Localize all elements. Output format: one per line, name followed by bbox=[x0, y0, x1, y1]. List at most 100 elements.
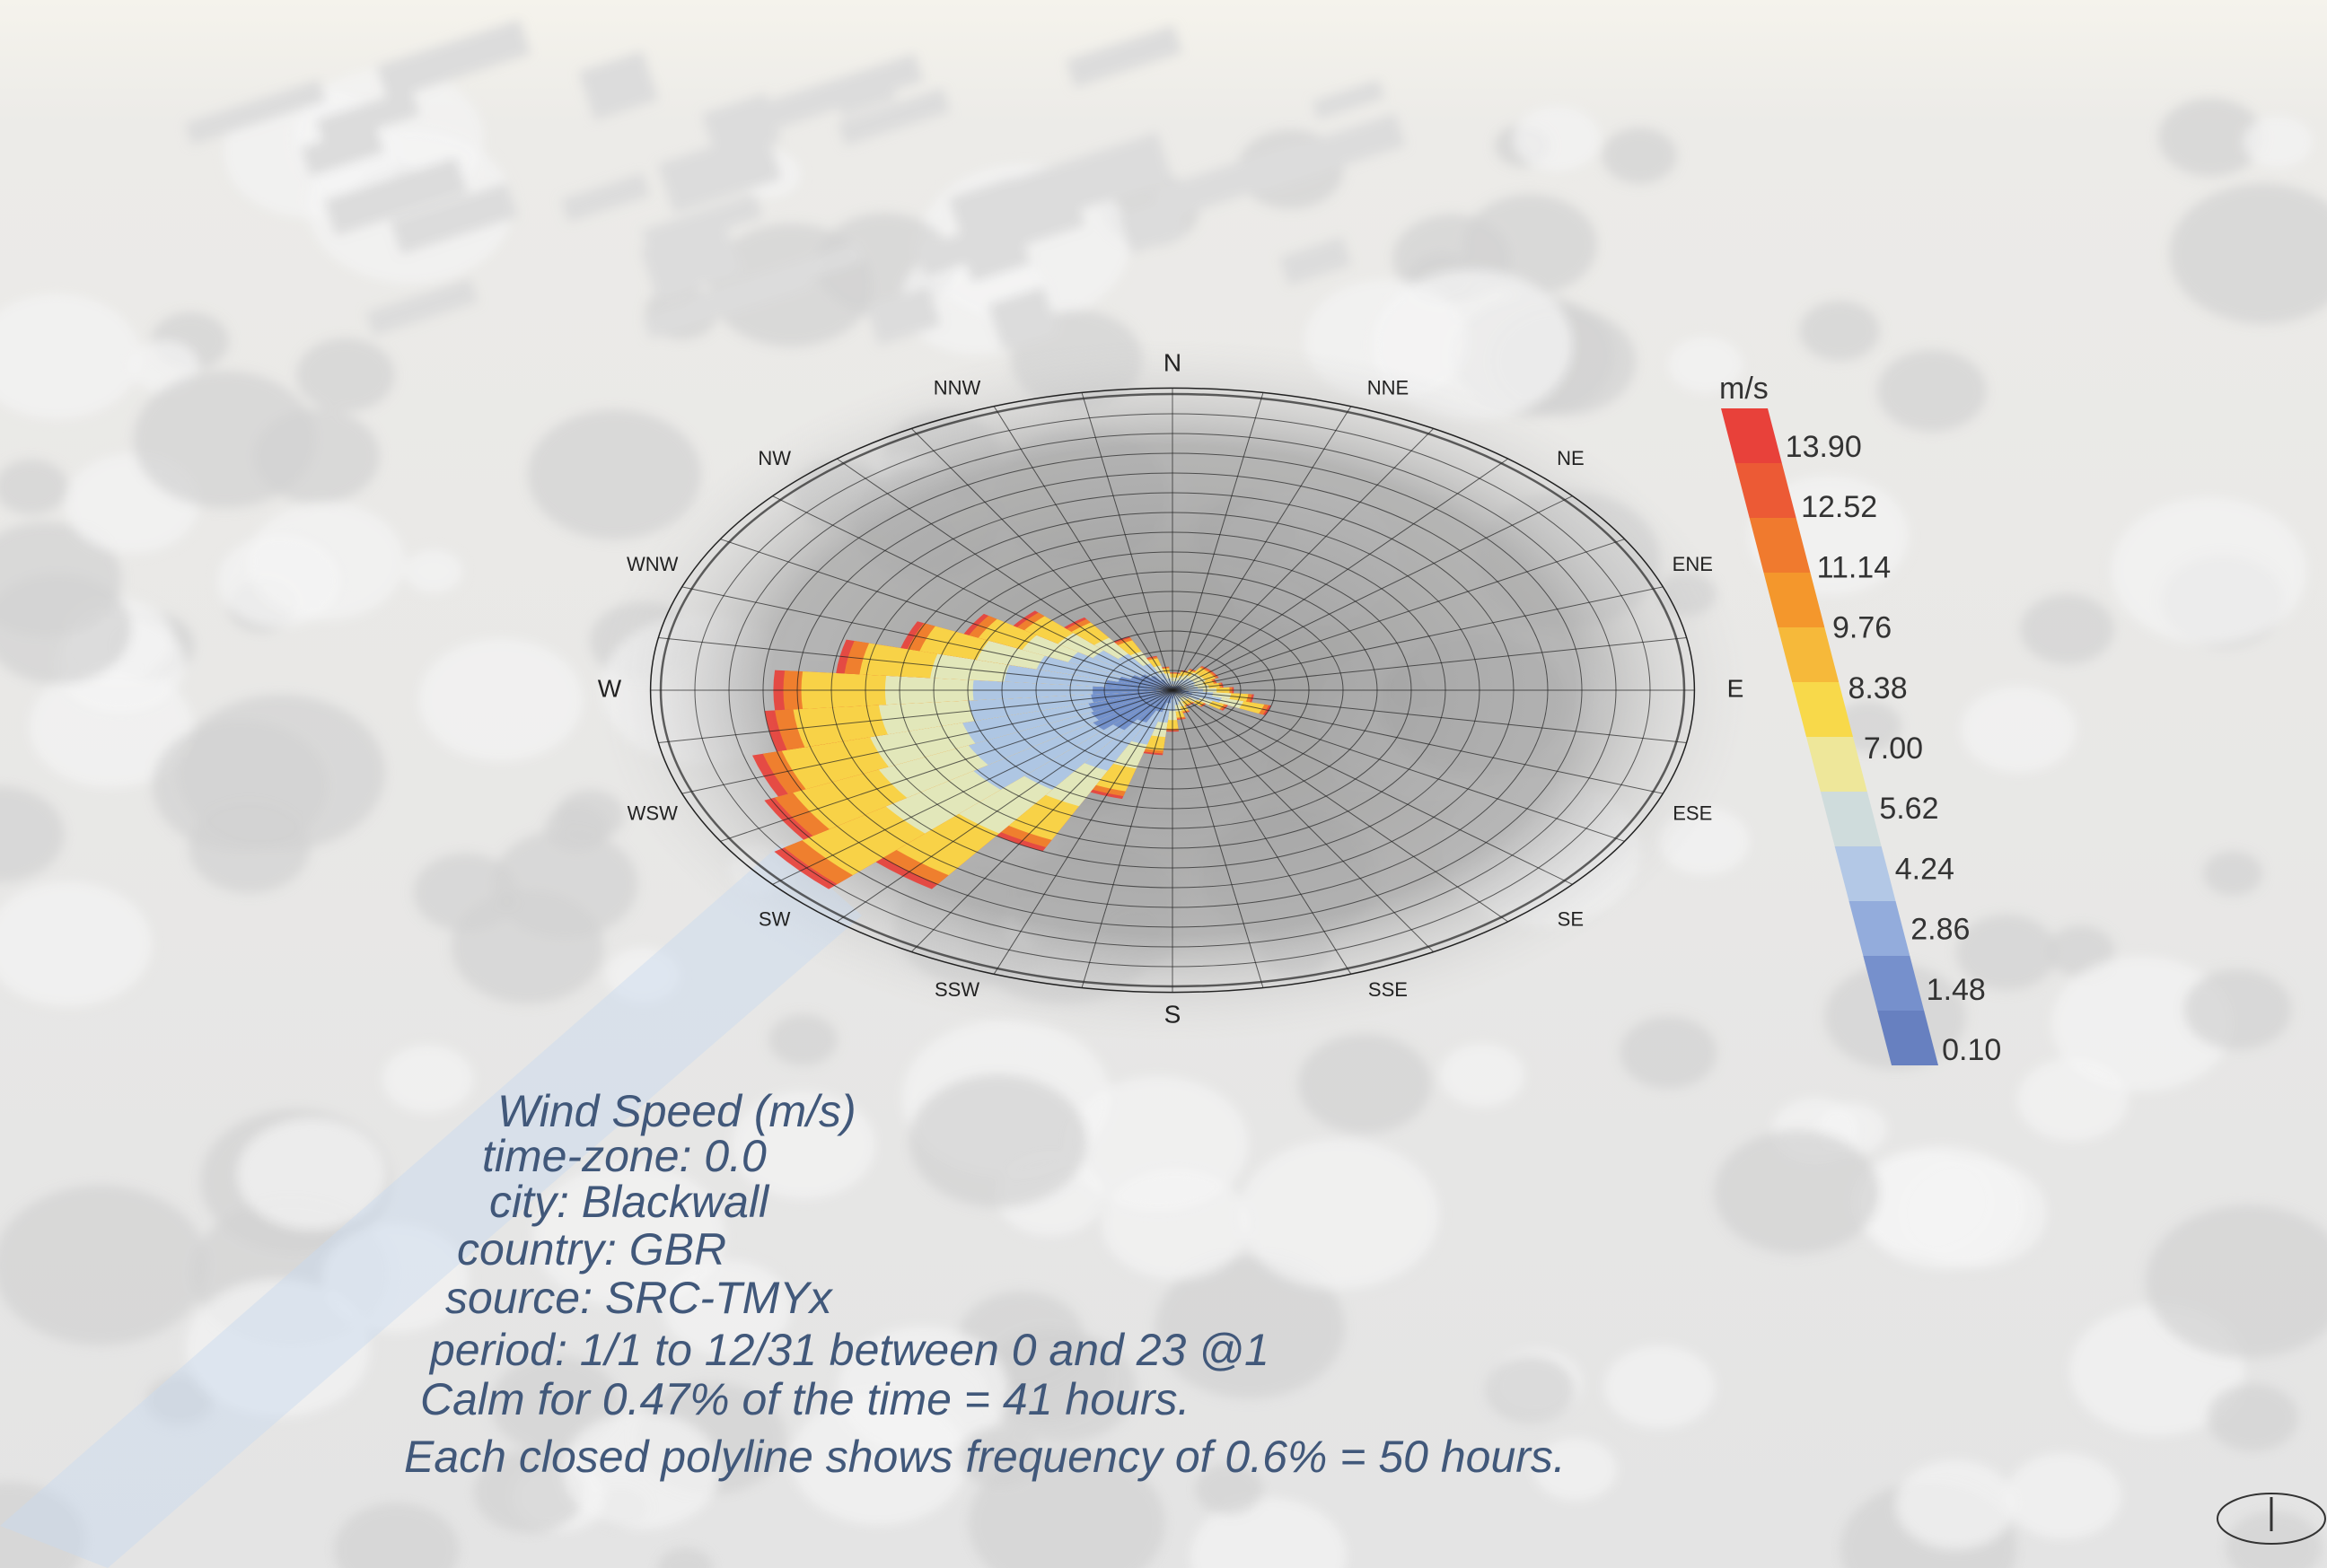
tree-blob bbox=[2006, 1452, 2122, 1540]
tree-blob bbox=[1532, 1438, 1618, 1501]
tree-blob bbox=[2020, 593, 2114, 665]
rose-spoke bbox=[1172, 689, 1573, 885]
info-line: Calm for 0.47% of the time = 41 hours. bbox=[420, 1374, 1190, 1424]
legend-swatch bbox=[1721, 408, 1782, 463]
legend: m/s 13.90 12.52 11.14 9.76 8.38 7.00 5.62 4.24 2.… bbox=[1719, 372, 2001, 1067]
building bbox=[323, 157, 469, 236]
rose-spoke bbox=[1172, 539, 1625, 691]
tree-blob bbox=[768, 1014, 838, 1066]
info-line: time-zone: 0.0 bbox=[482, 1131, 767, 1181]
building bbox=[1312, 80, 1384, 119]
rose-spoke bbox=[1081, 689, 1173, 988]
tree-blob bbox=[247, 502, 406, 621]
tree-blob bbox=[1602, 127, 1677, 184]
rose-spoke bbox=[1172, 689, 1435, 952]
building bbox=[1119, 197, 1186, 254]
tree-blob bbox=[1514, 106, 1601, 171]
rose-spoke bbox=[1172, 689, 1264, 988]
legend-swatch bbox=[1749, 518, 1811, 573]
legend-swatch bbox=[1834, 846, 1896, 901]
info-line: country: GBR bbox=[457, 1224, 726, 1275]
compass-label: NE bbox=[1557, 447, 1585, 469]
tree-blob bbox=[473, 1450, 585, 1534]
building bbox=[658, 129, 782, 214]
tree-blob bbox=[0, 1481, 86, 1568]
rose-spoke bbox=[910, 428, 1173, 691]
building bbox=[1245, 113, 1406, 195]
rose-petal bbox=[1091, 690, 1172, 703]
legend-swatch bbox=[1848, 901, 1910, 956]
tree-blob bbox=[1485, 1356, 1575, 1423]
building bbox=[838, 88, 951, 145]
legend-title: m/s bbox=[1719, 372, 1769, 406]
rose-spoke bbox=[658, 689, 1173, 743]
legend-swatch bbox=[1778, 627, 1840, 682]
tree-blob bbox=[451, 889, 604, 1004]
rose-spoke bbox=[1172, 689, 1687, 743]
compass-label: E bbox=[1727, 674, 1744, 702]
rose-spoke bbox=[772, 689, 1173, 885]
tree-blob bbox=[333, 1502, 460, 1568]
rose-petal bbox=[1091, 690, 1172, 721]
compass-label: S bbox=[1164, 1000, 1181, 1028]
tree-blob bbox=[0, 459, 68, 515]
compass-label: SSW bbox=[935, 978, 979, 1001]
building bbox=[641, 193, 763, 254]
tree-blob bbox=[2169, 183, 2327, 324]
rose-spoke bbox=[1172, 392, 1264, 691]
legend-swatch bbox=[1877, 1011, 1938, 1065]
legend-swatch bbox=[1792, 682, 1853, 737]
tree-blob bbox=[2225, 1511, 2323, 1568]
legend-label: 4.24 bbox=[1895, 852, 1954, 886]
compass-label: NW bbox=[758, 447, 791, 469]
building bbox=[834, 74, 897, 117]
building bbox=[300, 124, 385, 177]
legend-swatch bbox=[1863, 956, 1925, 1011]
tree-blob bbox=[1667, 336, 1743, 393]
tree-blob bbox=[605, 947, 681, 1004]
tree-blob bbox=[382, 1044, 474, 1114]
legend-swatch bbox=[1734, 463, 1796, 518]
info-line: city: Blackwall bbox=[489, 1177, 770, 1227]
rose-spoke bbox=[720, 539, 1173, 691]
rose-petal bbox=[1137, 690, 1172, 723]
tree-blob bbox=[296, 337, 395, 412]
tree-blob bbox=[2157, 98, 2263, 177]
rose-petal bbox=[1118, 676, 1172, 690]
compass-label: ESE bbox=[1673, 802, 1712, 825]
legend-swatch bbox=[1820, 792, 1882, 846]
compass-label: NNW bbox=[934, 376, 981, 399]
legend-label: 12.52 bbox=[1801, 490, 1877, 524]
legend-label: 8.38 bbox=[1848, 671, 1907, 705]
tree-blob bbox=[0, 786, 65, 882]
legend-swatch bbox=[1806, 737, 1867, 792]
building bbox=[315, 89, 420, 146]
rose-spoke bbox=[720, 689, 1173, 842]
tree-blob bbox=[532, 1163, 726, 1309]
legend-swatch bbox=[1763, 573, 1825, 627]
tree-blob bbox=[1190, 1497, 1347, 1568]
tree-blob bbox=[837, 1326, 1009, 1455]
tree-blob bbox=[1955, 915, 2058, 991]
rose-spoke bbox=[1172, 428, 1435, 691]
building bbox=[390, 182, 518, 255]
tree-blob bbox=[1799, 301, 1880, 362]
rose-spoke bbox=[1172, 689, 1352, 975]
building bbox=[866, 286, 942, 346]
tree-blob bbox=[237, 1118, 387, 1231]
compass-label: WNW bbox=[627, 553, 679, 575]
rose-spoke bbox=[772, 495, 1173, 691]
rose-spoke bbox=[681, 586, 1173, 691]
tree-blob bbox=[1439, 1043, 1525, 1108]
tree-blob bbox=[1960, 686, 2077, 774]
rose-spoke bbox=[1172, 458, 1509, 691]
tree-blob bbox=[152, 719, 329, 853]
tree-blob bbox=[185, 1279, 371, 1418]
tree-blob bbox=[0, 1185, 208, 1346]
compass-label: N bbox=[1164, 348, 1181, 376]
compass-label: NNE bbox=[1367, 376, 1409, 399]
tree-blob bbox=[417, 637, 584, 762]
info-line: source: SRC-TMYx bbox=[445, 1273, 834, 1323]
